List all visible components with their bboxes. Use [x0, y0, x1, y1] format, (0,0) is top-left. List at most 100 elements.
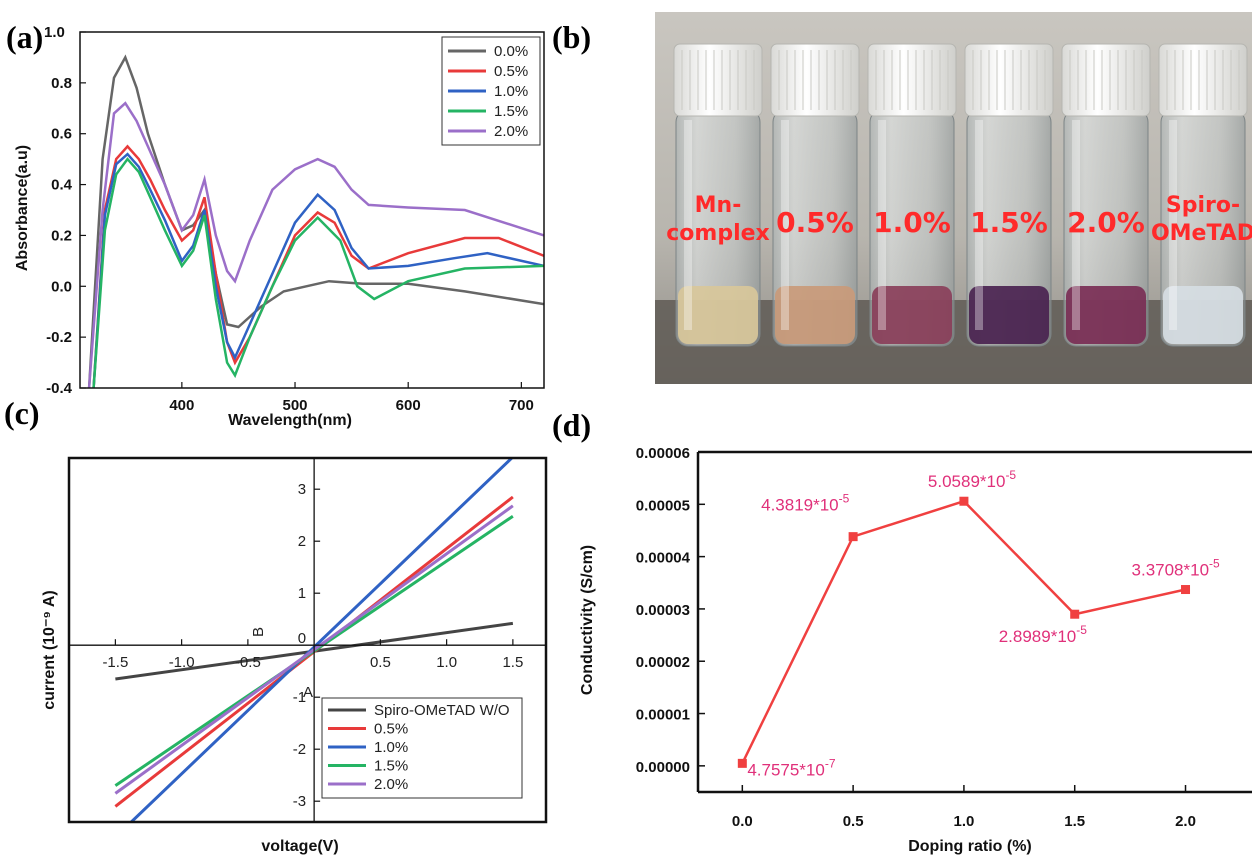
data-point-4 — [1181, 585, 1191, 595]
series-line-4 — [87, 101, 544, 388]
vial-label: OMeTAD — [1151, 221, 1252, 246]
plot-frame — [67, 456, 548, 824]
x-axis-label: voltage(V) — [261, 838, 338, 855]
panel-letter-a: (a) — [6, 19, 43, 55]
x-tick-label: 400 — [169, 397, 194, 414]
vial-highlight — [781, 120, 789, 330]
y-tick-label: 0.6 — [51, 126, 72, 143]
vial-label: 0.5% — [776, 206, 854, 239]
legend-label-3: 1.5% — [494, 103, 528, 120]
x-tick-label: 0.5 — [370, 654, 391, 671]
vial-cap — [1158, 43, 1248, 117]
data-label-3: 2.8989*10-5 — [999, 623, 1088, 646]
x-tick-label: 0.0 — [732, 813, 753, 830]
x-tick-label: -1.0 — [169, 654, 195, 671]
vial-label: 1.0% — [873, 206, 951, 239]
conductivity-line — [741, 499, 1186, 764]
vial-highlight — [1169, 120, 1177, 330]
legend-label-1: 0.5% — [494, 63, 528, 80]
series-line-3 — [92, 157, 544, 388]
data-label-base: 4.3819*10 — [761, 496, 839, 515]
data-label-exponent: -5 — [839, 492, 850, 506]
y-tick-label: 0.00003 — [636, 602, 690, 619]
data-point-3 — [1070, 609, 1080, 619]
vial-liquid — [1066, 286, 1146, 344]
data-label-exponent: -5 — [1005, 468, 1016, 482]
vial-label: Spiro- — [1166, 193, 1240, 218]
y-tick-label: 1 — [298, 585, 306, 602]
data-point-0 — [737, 758, 747, 768]
x-tick-label: 0.5 — [843, 813, 864, 830]
vial-5: Spiro- OMeTAD — [1151, 43, 1252, 347]
vial-1: 0.5% — [770, 43, 860, 347]
vial-liquid — [872, 286, 952, 344]
vial-2: 1.0% — [867, 43, 957, 347]
y-tick-label: 2 — [298, 533, 306, 550]
y-tick-label: 0.00002 — [636, 654, 690, 671]
x-axis-label: Wavelength(nm) — [228, 412, 352, 429]
data-label-exponent: -5 — [1209, 557, 1220, 571]
y-tick-label: 0.00006 — [636, 445, 690, 462]
y-tick-label: 0.2 — [51, 227, 72, 244]
panel-letter-c: (c) — [4, 395, 40, 431]
vial-highlight — [975, 120, 983, 330]
y-tick-label: 1.0 — [44, 24, 65, 41]
data-label-0: 4.7575*10-7 — [747, 756, 836, 779]
x-tick-label: 700 — [509, 397, 534, 414]
legend-label-2: 1.0% — [374, 739, 408, 756]
data-label-2: 5.0589*10-5 — [928, 468, 1017, 491]
data-label-base: 3.3708*10 — [1132, 561, 1210, 580]
y-axis-label: current (10⁻⁹ A) — [41, 590, 58, 709]
legend-label-0: Spiro-OMeTAD W/O — [374, 702, 510, 719]
vial-label: 1.5% — [970, 206, 1048, 239]
data-point-1 — [848, 532, 858, 542]
vial-cap — [770, 43, 860, 117]
y-tick-label: -3 — [293, 793, 306, 810]
y-axis-label: Conductivity (S/cm) — [579, 545, 596, 695]
vial-4: 2.0% — [1061, 43, 1151, 347]
series-line-2 — [92, 152, 544, 388]
vial-cap — [1061, 43, 1151, 117]
y-tick-label: 0.00004 — [636, 550, 691, 567]
y-tick-label: 0.00005 — [636, 497, 690, 514]
vials-photo: Mn-complex 0.5% 1.0% 1.5% 2.0%Spiro-OMeTAD — [655, 12, 1252, 384]
legend-label-0: 0.0% — [494, 43, 528, 60]
vial-highlight — [684, 120, 692, 330]
x-tick-label: 500 — [283, 397, 308, 414]
x-tick-label: -1.5 — [102, 654, 128, 671]
iv-chart: -1.5 -1.0 -0.5 0.5 1.0 1.5 -3 -2 -1 1 2 3 0 B Avoltage… — [41, 456, 548, 855]
data-label-base: 5.0589*10 — [928, 472, 1006, 491]
vial-cap — [964, 43, 1054, 117]
data-label-exponent: -7 — [825, 756, 836, 770]
y-tick-label: 0.4 — [51, 177, 73, 194]
vial-0: Mn-complex — [666, 43, 770, 347]
legend-label-3: 1.5% — [374, 758, 408, 775]
vial-liquid — [1163, 286, 1243, 344]
y-tick-label: -0.4 — [46, 380, 73, 397]
panel-letter-d: (d) — [552, 407, 591, 443]
x-tick-label: 1.0 — [436, 654, 457, 671]
vial-label: Mn- — [695, 193, 742, 218]
y-tick-label: 3 — [298, 481, 306, 498]
panel-letter-b: (b) — [552, 19, 591, 55]
vial-3: 1.5% — [964, 43, 1054, 347]
series-line-2 — [130, 458, 514, 822]
vial-highlight — [1072, 120, 1080, 330]
data-label-exponent: -5 — [1076, 623, 1087, 637]
origin-label: 0 — [298, 630, 306, 647]
vial-label: complex — [666, 221, 769, 246]
y-axis-label: Absorbance(a.u) — [14, 145, 31, 271]
y-tick-label: -0.2 — [46, 329, 72, 346]
y-tick-label: 0.00000 — [636, 759, 690, 776]
data-point-2 — [959, 496, 969, 506]
axis-letter-b: B — [250, 627, 267, 637]
x-tick-label: 1.0 — [953, 813, 974, 830]
y-tick-label: -1 — [293, 689, 306, 706]
data-label-4: 3.3708*10-5 — [1132, 557, 1221, 580]
data-label-base: 4.7575*10 — [747, 760, 825, 779]
legend-label-2: 1.0% — [494, 83, 528, 100]
y-tick-label: -2 — [293, 741, 306, 758]
y-tick-label: 0.00001 — [636, 707, 690, 724]
x-tick-label: -0.5 — [235, 654, 261, 671]
